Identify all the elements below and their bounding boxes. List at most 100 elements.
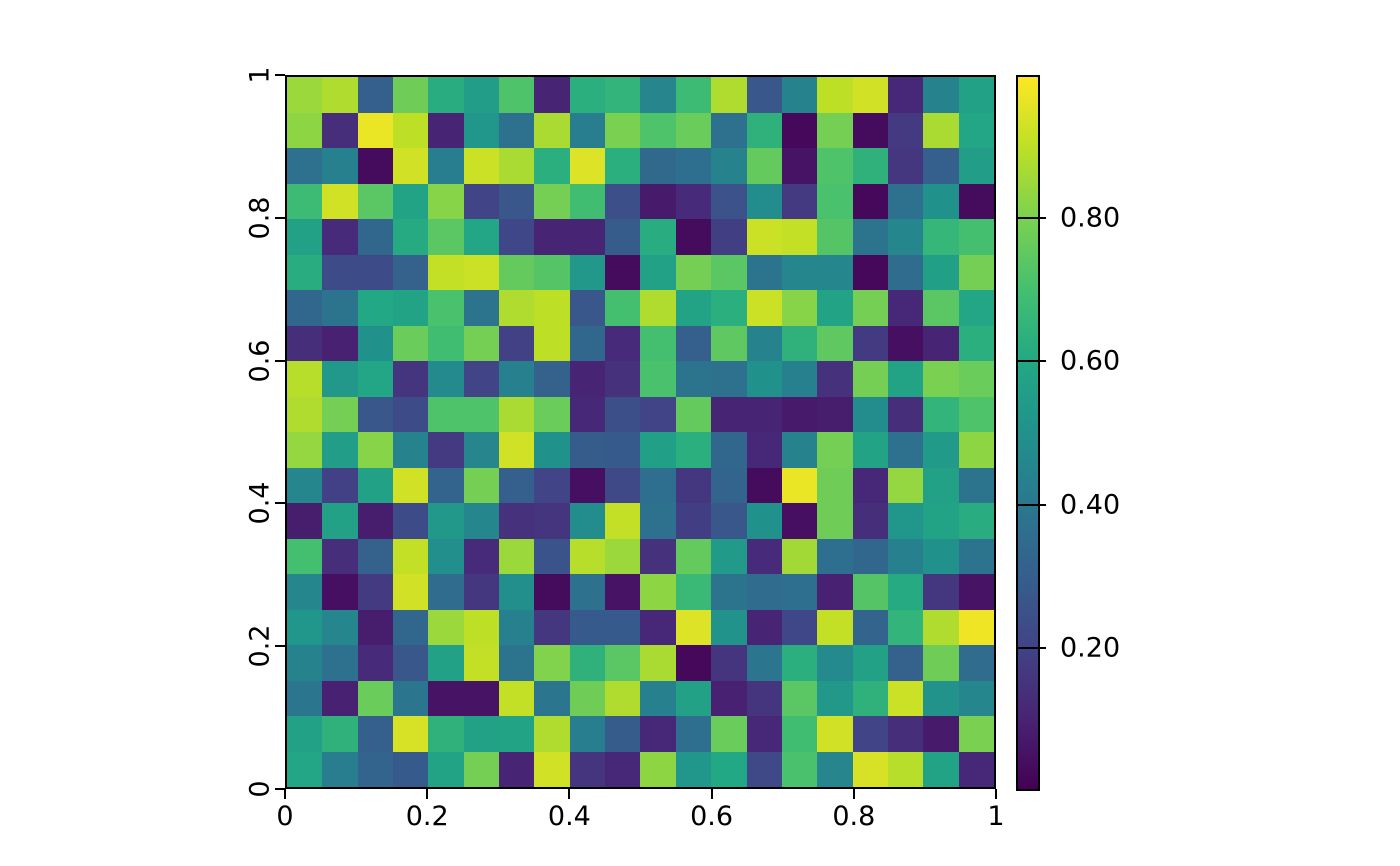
heatmap-cell [357,325,394,361]
heatmap-cell [817,574,853,610]
heatmap-cell [675,716,712,752]
heatmap-cell [569,716,606,752]
heatmap-cell [463,254,500,290]
heatmap-cell [534,325,570,361]
heatmap-cell [393,432,429,468]
heatmap-cell [711,361,747,397]
heatmap-cell [958,538,994,574]
heatmap-cell [499,680,535,716]
heatmap-cell [322,467,358,503]
heatmap-cell [640,290,676,326]
heatmap-cell [428,290,464,326]
colorbar-tick-label: 0.20 [1060,632,1121,664]
heatmap-cell [675,325,712,361]
x-tick-label: 0.8 [832,801,876,832]
heatmap-cell [817,290,853,326]
heatmap-cell [640,751,676,787]
heatmap-cell [887,112,924,148]
heatmap-cell [958,219,994,255]
heatmap-cell [463,680,500,716]
heatmap-cell [534,574,570,610]
heatmap-cell [428,432,464,468]
heatmap-cell [711,609,747,645]
heatmap-cell [287,77,323,113]
heatmap-cell [499,396,535,432]
heatmap-cell [675,538,712,574]
heatmap-cell [287,254,323,290]
heatmap-cell [357,751,394,787]
colorbar-tick [1016,360,1046,363]
heatmap-cell [499,432,535,468]
heatmap-cell [569,751,606,787]
heatmap-cell [287,751,323,787]
heatmap-cell [923,645,959,681]
heatmap-cell [357,680,394,716]
heatmap-cell [746,467,782,503]
heatmap-cell [817,325,853,361]
heatmap-cell [817,609,853,645]
heatmap-cell [463,183,500,219]
x-tick-label: 1 [987,801,1005,832]
heatmap-cell [923,254,959,290]
y-tick-label: 0.6 [244,339,276,383]
heatmap-cell [569,361,606,397]
heatmap-cell [817,254,853,290]
heatmap-cell [357,432,394,468]
y-tick-label: 0 [244,780,276,798]
heatmap-cell [746,716,782,752]
heatmap-cell [711,680,747,716]
heatmap-cell [640,361,676,397]
heatmap-cell [605,716,641,752]
heatmap-cell [463,148,500,184]
heatmap-cell [357,467,394,503]
heatmap-cell [781,574,818,610]
heatmap-cell [287,396,323,432]
heatmap-cell [781,361,818,397]
heatmap-cell [569,574,606,610]
y-tick-label: 0.4 [244,481,276,525]
heatmap-cell [781,751,818,787]
heatmap-cell [746,396,782,432]
heatmap-cell [605,325,641,361]
heatmap-cell [887,219,924,255]
heatmap-cell [958,503,994,539]
heatmap-cell [428,183,464,219]
heatmap-cell [463,396,500,432]
x-tick-label: 0.2 [405,801,449,832]
x-tick-label: 0 [276,801,294,832]
heatmap-cell [428,325,464,361]
heatmap-cell [287,574,323,610]
heatmap-cell [357,609,394,645]
heatmap-cell [428,716,464,752]
heatmap-cell [393,219,429,255]
heatmap-cell [781,77,818,113]
heatmap-cell [499,254,535,290]
heatmap-cell [428,77,464,113]
heatmap-cell [781,290,818,326]
heatmap-cell [852,751,888,787]
heatmap-cell [746,680,782,716]
heatmap-cell [817,219,853,255]
heatmap-cell [852,503,888,539]
heatmap-cell [569,219,606,255]
heatmap-cell [675,574,712,610]
heatmap-cell [287,716,323,752]
heatmap-cell [711,574,747,610]
heatmap-cell [817,77,853,113]
heatmap-cell [463,290,500,326]
heatmap-cell [817,467,853,503]
heatmap-cell [781,432,818,468]
heatmap-cell [463,325,500,361]
heatmap-cell [640,432,676,468]
x-tick [852,789,855,799]
heatmap-cell [781,538,818,574]
heatmap-cell [534,254,570,290]
heatmap-cell [534,183,570,219]
heatmap-cell [852,538,888,574]
heatmap-cell [711,148,747,184]
y-tick [275,645,285,648]
heatmap-cell [675,254,712,290]
heatmap-cell [393,716,429,752]
heatmap-cell [781,503,818,539]
heatmap-cell [357,183,394,219]
